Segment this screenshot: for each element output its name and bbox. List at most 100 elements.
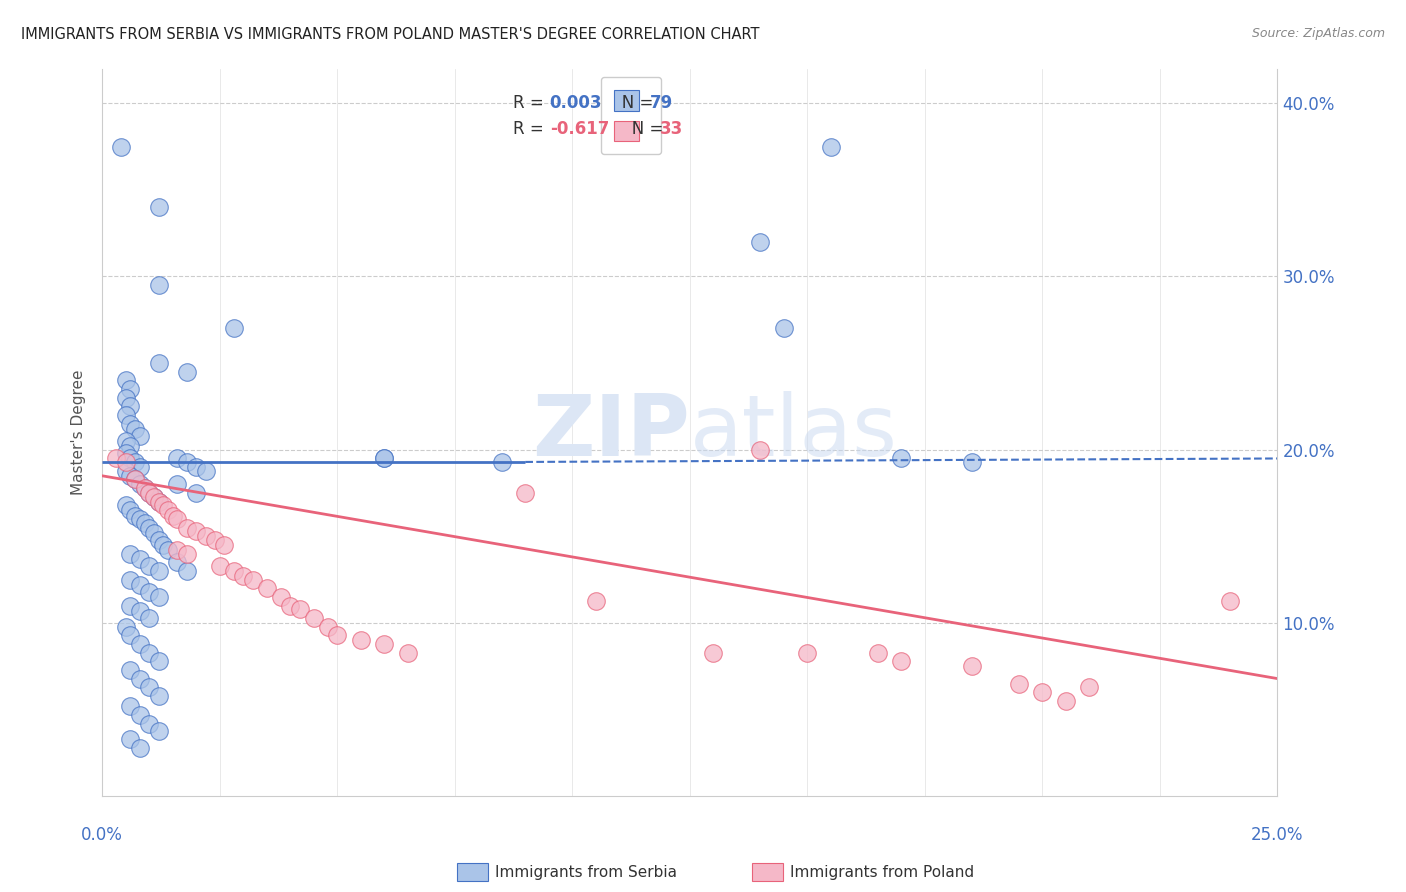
Point	[128, 637, 150, 651]
Point	[749, 442, 772, 457]
Point	[208, 558, 231, 573]
Point	[120, 468, 142, 483]
Point	[186, 486, 208, 500]
Point	[124, 472, 146, 486]
Text: R =: R =	[513, 120, 550, 138]
Point	[515, 486, 537, 500]
Point	[222, 564, 245, 578]
Point	[866, 646, 889, 660]
Point	[1219, 593, 1241, 607]
Point	[120, 382, 142, 396]
Point	[242, 573, 264, 587]
Point	[120, 417, 142, 431]
Point	[114, 455, 136, 469]
Point	[114, 446, 136, 460]
Point	[373, 451, 395, 466]
Point	[491, 455, 513, 469]
Text: Source: ZipAtlas.com: Source: ZipAtlas.com	[1251, 27, 1385, 40]
Text: 0.003: 0.003	[550, 94, 602, 112]
Point	[148, 278, 170, 293]
Point	[142, 490, 165, 504]
Point	[114, 464, 136, 478]
Point	[128, 429, 150, 443]
Point	[960, 659, 983, 673]
Point	[890, 451, 912, 466]
Point	[166, 543, 188, 558]
Point	[148, 495, 170, 509]
Point	[152, 538, 174, 552]
Point	[120, 451, 142, 466]
Point	[396, 646, 419, 660]
Point	[134, 481, 156, 495]
Point	[278, 599, 301, 613]
Point	[702, 646, 724, 660]
Point	[114, 374, 136, 388]
Point	[124, 455, 146, 469]
Point	[222, 321, 245, 335]
Point	[138, 521, 160, 535]
Point	[148, 356, 170, 370]
Point	[316, 619, 339, 633]
Text: atlas: atlas	[690, 391, 898, 474]
Point	[176, 547, 198, 561]
Text: Immigrants from Poland: Immigrants from Poland	[790, 865, 974, 880]
Point	[772, 321, 794, 335]
Legend: , : ,	[600, 77, 661, 154]
Point	[120, 439, 142, 453]
Point	[120, 732, 142, 747]
Point	[749, 235, 772, 249]
Point	[232, 569, 254, 583]
Point	[152, 498, 174, 512]
Point	[214, 538, 236, 552]
Point	[128, 708, 150, 723]
Point	[176, 521, 198, 535]
Point	[326, 628, 349, 642]
Point	[128, 460, 150, 475]
Point	[166, 512, 188, 526]
Point	[138, 611, 160, 625]
Point	[270, 590, 292, 604]
Point	[128, 552, 150, 566]
Point	[166, 556, 188, 570]
Point	[157, 543, 180, 558]
Point	[120, 573, 142, 587]
Point	[1031, 685, 1053, 699]
Point	[120, 699, 142, 714]
Point	[138, 680, 160, 694]
Point	[138, 716, 160, 731]
Point	[288, 602, 311, 616]
Point	[138, 486, 160, 500]
Text: N =: N =	[606, 94, 658, 112]
Point	[142, 490, 165, 504]
Point	[142, 526, 165, 541]
Point	[120, 400, 142, 414]
Point	[114, 408, 136, 422]
Point	[120, 628, 142, 642]
Point	[162, 508, 184, 523]
Point	[124, 472, 146, 486]
Point	[166, 451, 188, 466]
Point	[148, 590, 170, 604]
Point	[105, 451, 128, 466]
Point	[166, 477, 188, 491]
Point	[148, 495, 170, 509]
Point	[186, 460, 208, 475]
Text: 33: 33	[659, 120, 683, 138]
Point	[186, 524, 208, 539]
Point	[890, 654, 912, 668]
Point	[138, 558, 160, 573]
Point	[128, 512, 150, 526]
Point	[128, 477, 150, 491]
Point	[138, 486, 160, 500]
Point	[128, 740, 150, 755]
Text: 25.0%: 25.0%	[1251, 826, 1303, 844]
Point	[1008, 677, 1031, 691]
Point	[796, 646, 818, 660]
Point	[114, 619, 136, 633]
Point	[960, 455, 983, 469]
Text: R =: R =	[513, 94, 550, 112]
Point	[373, 451, 395, 466]
Text: -0.617: -0.617	[550, 120, 609, 138]
Point	[114, 391, 136, 405]
Point	[134, 516, 156, 530]
